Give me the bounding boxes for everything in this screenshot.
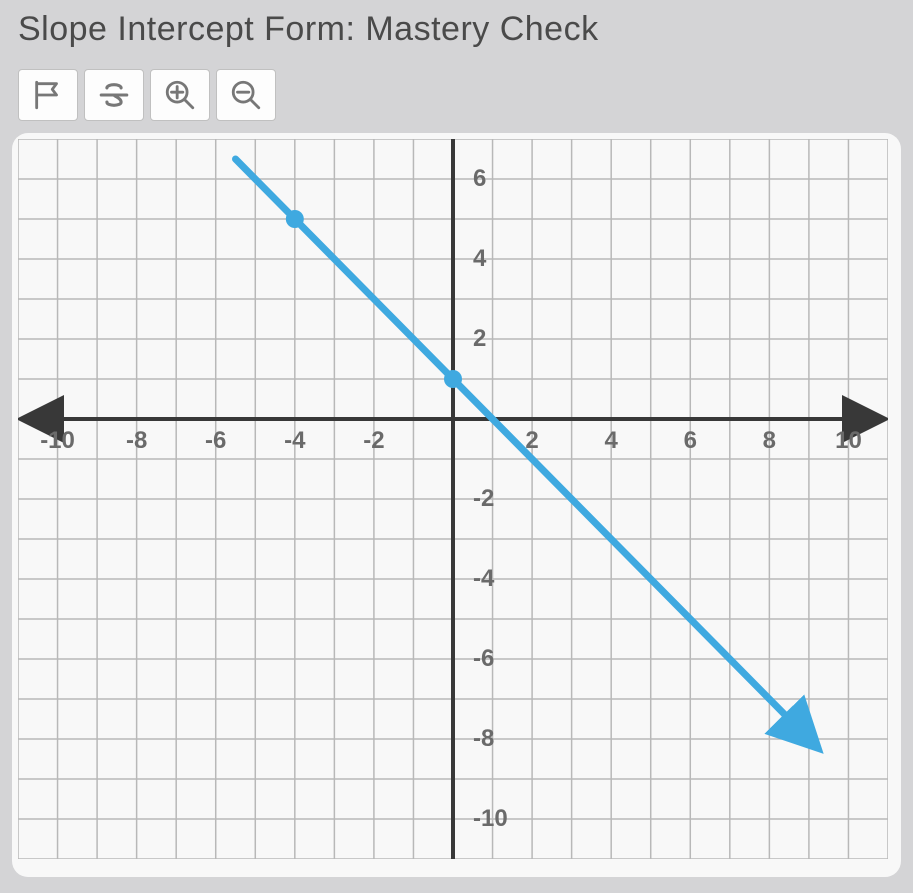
zoom-out-button[interactable] (216, 69, 276, 121)
x-tick-label: -4 (284, 427, 305, 455)
y-tick-label: -4 (473, 565, 494, 593)
y-tick-label: 2 (473, 325, 486, 353)
y-tick-label: -8 (473, 725, 494, 753)
flag-button[interactable] (18, 69, 78, 121)
x-tick-label: -10 (40, 427, 75, 455)
x-tick-label: 8 (763, 427, 776, 455)
x-tick-label: -2 (363, 427, 384, 455)
y-tick-label: -6 (473, 645, 494, 673)
zoom-in-button[interactable] (150, 69, 210, 121)
graph-svg (18, 139, 888, 859)
x-tick-label: 10 (835, 427, 862, 455)
strikethrough-icon (97, 78, 131, 112)
zoom-in-icon (163, 78, 197, 112)
y-tick-label: 4 (473, 245, 486, 273)
page-title: Slope Intercept Form: Mastery Check (0, 0, 913, 69)
y-tick-label: 6 (473, 165, 486, 193)
x-tick-label: 6 (684, 427, 697, 455)
x-tick-label: -8 (126, 427, 147, 455)
strikethrough-button[interactable] (84, 69, 144, 121)
x-tick-label: -6 (205, 427, 226, 455)
x-tick-label: 2 (525, 427, 538, 455)
x-tick-label: 4 (604, 427, 617, 455)
y-tick-label: -2 (473, 485, 494, 513)
coordinate-graph[interactable]: -10 -8 -6 -4 -2 2 4 6 8 10 6 4 2 -2 -4 -6 -8 -10 (18, 139, 888, 859)
toolbar (0, 69, 913, 133)
flag-icon (31, 78, 65, 112)
y-tick-label: -10 (473, 805, 508, 833)
zoom-out-icon (229, 78, 263, 112)
chart-container: -10 -8 -6 -4 -2 2 4 6 8 10 6 4 2 -2 -4 -6 -8 -10 (12, 133, 901, 877)
